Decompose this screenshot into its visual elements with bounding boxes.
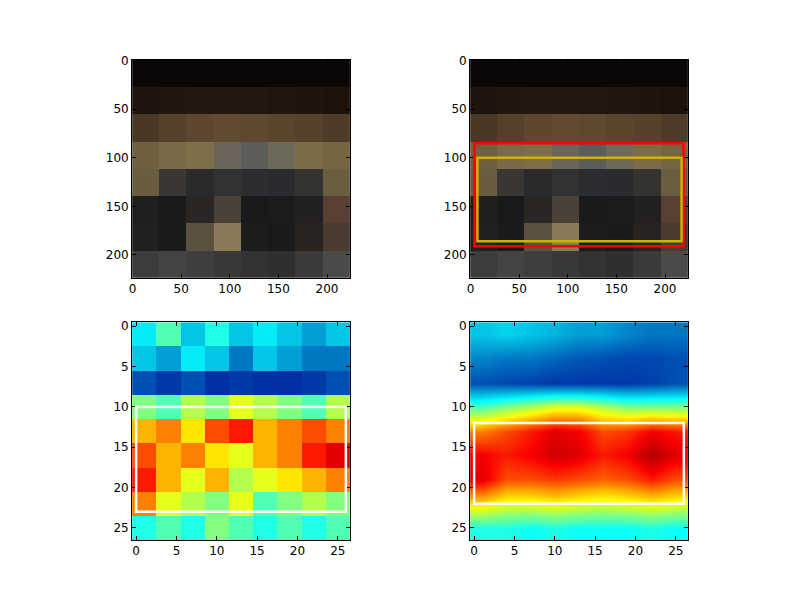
svg-text:0: 0 — [470, 544, 478, 558]
svg-text:25: 25 — [330, 544, 345, 558]
svg-text:200: 200 — [654, 282, 677, 296]
svg-text:20: 20 — [451, 481, 466, 495]
svg-text:100: 100 — [556, 282, 579, 296]
svg-text:25: 25 — [668, 544, 683, 558]
svg-text:150: 150 — [106, 200, 129, 214]
svg-text:0: 0 — [459, 54, 467, 68]
svg-text:0: 0 — [467, 282, 475, 296]
svg-text:10: 10 — [113, 400, 128, 414]
svg-text:20: 20 — [628, 544, 643, 558]
svg-text:25: 25 — [451, 521, 466, 535]
svg-text:5: 5 — [459, 360, 467, 374]
svg-text:0: 0 — [129, 282, 137, 296]
svg-text:200: 200 — [106, 248, 129, 262]
svg-text:150: 150 — [267, 282, 290, 296]
svg-text:100: 100 — [444, 151, 467, 165]
svg-text:10: 10 — [451, 400, 466, 414]
svg-text:10: 10 — [547, 544, 562, 558]
svg-text:10: 10 — [209, 544, 224, 558]
svg-text:50: 50 — [113, 102, 128, 116]
svg-text:5: 5 — [511, 544, 519, 558]
svg-text:15: 15 — [587, 544, 602, 558]
svg-text:100: 100 — [106, 151, 129, 165]
svg-text:5: 5 — [173, 544, 181, 558]
svg-text:15: 15 — [113, 440, 128, 454]
svg-text:15: 15 — [451, 440, 466, 454]
svg-text:0: 0 — [132, 544, 140, 558]
svg-text:5: 5 — [121, 360, 129, 374]
svg-text:0: 0 — [459, 319, 467, 333]
svg-text:20: 20 — [113, 481, 128, 495]
svg-text:50: 50 — [512, 282, 527, 296]
svg-text:150: 150 — [605, 282, 628, 296]
svg-text:150: 150 — [444, 200, 467, 214]
svg-text:0: 0 — [121, 319, 129, 333]
svg-text:0: 0 — [121, 54, 129, 68]
svg-text:100: 100 — [218, 282, 241, 296]
svg-text:15: 15 — [249, 544, 264, 558]
svg-text:50: 50 — [174, 282, 189, 296]
svg-text:200: 200 — [316, 282, 339, 296]
svg-text:50: 50 — [451, 102, 466, 116]
svg-text:200: 200 — [444, 248, 467, 262]
svg-text:25: 25 — [113, 521, 128, 535]
svg-text:20: 20 — [290, 544, 305, 558]
